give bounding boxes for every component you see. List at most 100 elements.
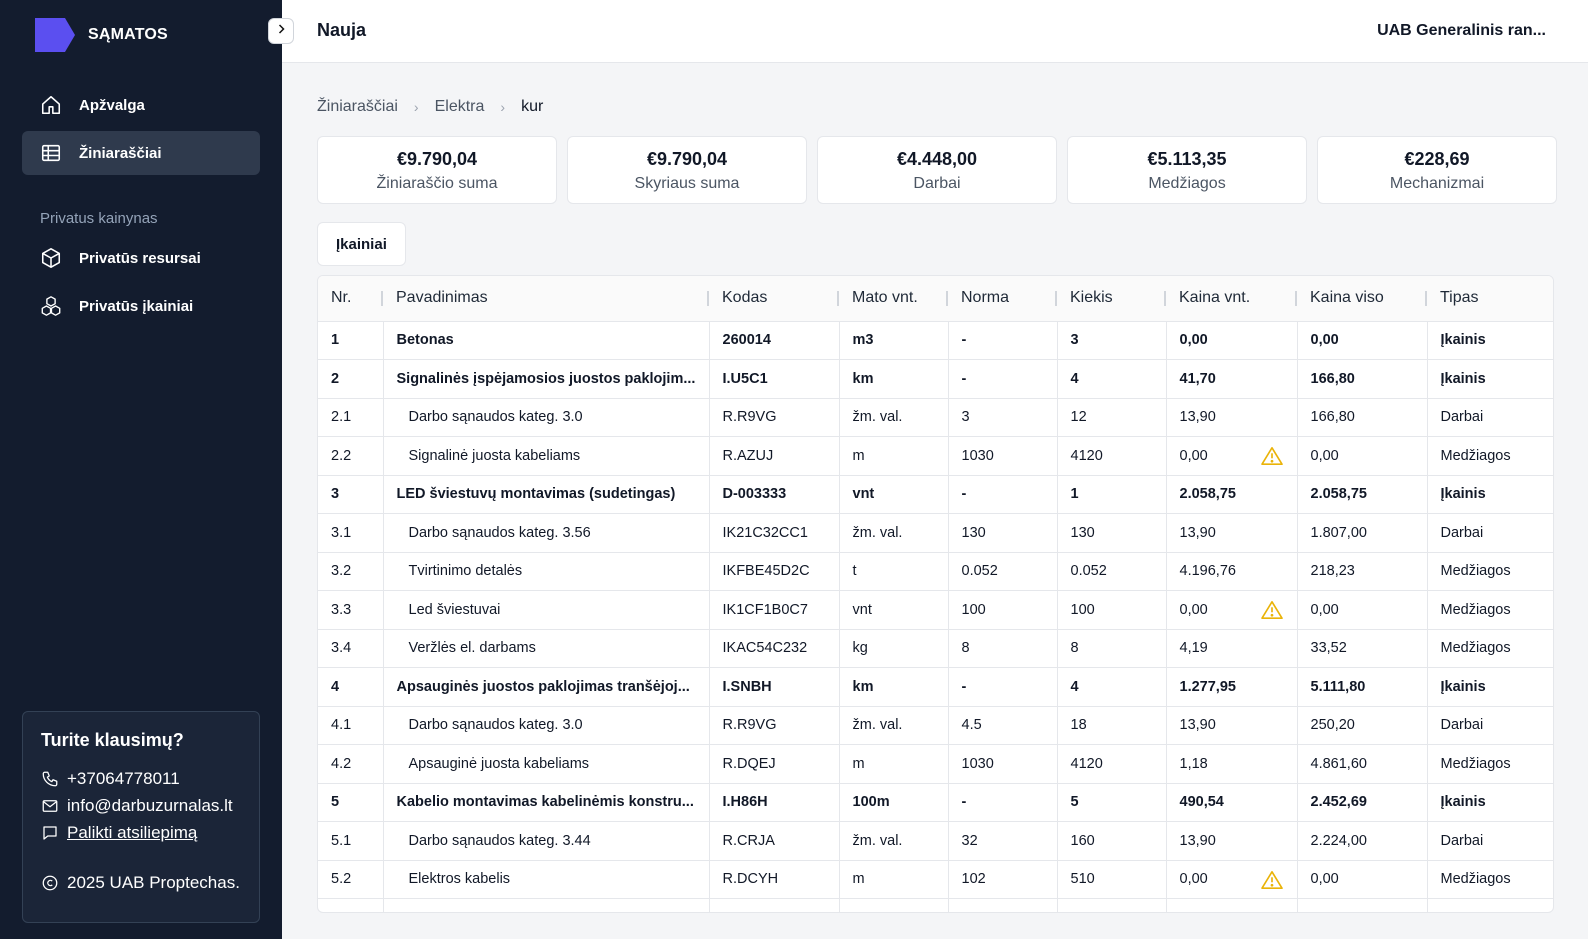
- row-unit-price: 4.196,76: [1166, 552, 1298, 591]
- column-header[interactable]: Kaina viso: [1297, 276, 1427, 322]
- cell-value: 218,23: [1310, 563, 1355, 580]
- cell-value: 13,90: [1179, 524, 1216, 541]
- column-resize-handle[interactable]: [1055, 291, 1057, 306]
- row-name: Darbo sąnaudos kateg. 3.44: [383, 821, 710, 861]
- app-logo[interactable]: SĄMATOS: [35, 18, 168, 52]
- column-resize-handle[interactable]: [381, 291, 383, 306]
- tab-rates[interactable]: Įkainiai: [317, 222, 406, 266]
- organization-selector[interactable]: UAB Generalinis ran...: [1377, 22, 1546, 39]
- table-row[interactable]: 1 Betonas 260014 m3 - 3 0,00 0,00 Įkainis: [318, 321, 1553, 360]
- cell-value: Signalinės įspėjamosios juostos paklojim…: [396, 370, 696, 387]
- cell-value: R.CRJA: [722, 832, 775, 849]
- column-header[interactable]: Mato vnt.: [839, 276, 948, 322]
- column-header[interactable]: Kodas: [709, 276, 839, 322]
- help-email[interactable]: info@darbuzurnalas.lt: [41, 796, 241, 816]
- table-row[interactable]: 2.2 Signalinė juosta kabeliams R.AZUJ m 1030…: [318, 436, 1553, 476]
- table-row[interactable]: 4.1 Darbo sąnaudos kateg. 3.0 R.R9VG žm. va…: [318, 706, 1553, 745]
- cell-value: m: [852, 447, 865, 464]
- cell-value: kg: [852, 640, 868, 657]
- stat-label: Skyriaus suma: [634, 175, 740, 192]
- cell-value: 41,70: [1179, 370, 1216, 387]
- sidebar-item-overview[interactable]: Apžvalga: [22, 83, 260, 127]
- breadcrumb-item[interactable]: Elektra: [434, 98, 485, 115]
- cell-value: Apsauginė juosta kabeliams: [408, 755, 590, 772]
- table-row[interactable]: 3.3 Led šviestuvai IK1CF1B0C7 vnt 100 100 0,00…: [318, 590, 1553, 630]
- home-icon: [39, 93, 63, 117]
- row-type: Įkainis: [1427, 359, 1553, 399]
- cell-value: Įkainis: [1440, 332, 1486, 349]
- row-norm: 0.052: [948, 552, 1058, 591]
- cell-value: 5: [331, 794, 340, 811]
- table-row[interactable]: 3.2 Tvirtinimo detalės IKFBE45D2C t 0.052 0.0…: [318, 552, 1553, 591]
- column-resize-handle[interactable]: [946, 291, 948, 306]
- cell-value: 130: [961, 524, 986, 541]
- table-row[interactable]: 4.2 Apsauginė juosta kabeliams R.DQEJ m 1030…: [318, 744, 1553, 784]
- table-row[interactable]: 3 LED šviestuvų montavimas (sudetingas) D-…: [318, 475, 1553, 514]
- breadcrumb-item[interactable]: Žiniaraščiai: [317, 98, 398, 115]
- row-quantity: 510: [1057, 860, 1167, 899]
- table-row[interactable]: 4 Apsauginės juostos paklojimas tranšėjoj…: [318, 667, 1553, 707]
- sidebar-collapse-button[interactable]: [268, 18, 294, 44]
- table-row[interactable]: [318, 898, 1553, 912]
- column-header[interactable]: Norma: [948, 276, 1057, 322]
- empty-cell: [1057, 898, 1167, 912]
- cell-value: 3.1: [331, 524, 352, 541]
- table-row[interactable]: 5.2 Elektros kabelis R.DCYH m 102 510 0,00 0,00…: [318, 860, 1553, 899]
- cell-value: 0,00: [1179, 447, 1208, 464]
- column-resize-handle[interactable]: [1295, 291, 1297, 306]
- column-resize-handle[interactable]: [1425, 291, 1427, 306]
- page-title: Nauja: [317, 20, 367, 40]
- row-quantity: 4120: [1057, 436, 1167, 476]
- cell-value: 490,54: [1179, 794, 1224, 811]
- table-row[interactable]: 2.1 Darbo sąnaudos kateg. 3.0 R.R9VG žm. va…: [318, 398, 1553, 437]
- cell-value: I.H86H: [722, 794, 768, 811]
- row-name: Veržlės el. darbams: [383, 629, 710, 668]
- sidebar-item-private-rates[interactable]: Privatūs įkainiai: [22, 284, 260, 328]
- row-unit-price: 13,90: [1166, 513, 1298, 553]
- table-row[interactable]: 3.4 Veržlės el. darbams IKAC54C232 kg 8 8 4,19…: [318, 629, 1553, 668]
- cell-value: -: [961, 332, 967, 349]
- cell-value: 3: [331, 486, 340, 503]
- column-header[interactable]: Tipas: [1427, 276, 1553, 322]
- warning-icon[interactable]: [1260, 600, 1283, 620]
- row-unit: kg: [839, 629, 949, 668]
- cell-value: 13,90: [1179, 409, 1216, 426]
- warning-icon[interactable]: [1260, 870, 1283, 890]
- column-header[interactable]: Pavadinimas: [383, 276, 709, 322]
- row-quantity: 8: [1057, 629, 1167, 668]
- row-norm: -: [948, 359, 1058, 399]
- cell-value: Tvirtinimo detalės: [408, 563, 523, 580]
- table-row[interactable]: 5 Kabelio montavimas kabelinėmis konstru.…: [318, 783, 1553, 822]
- column-resize-handle[interactable]: [707, 291, 709, 306]
- column-header[interactable]: Kiekis: [1057, 276, 1166, 322]
- row-quantity: 0.052: [1057, 552, 1167, 591]
- sidebar-item-journals[interactable]: Žiniaraščiai: [22, 131, 260, 175]
- cell-value: 4.2: [331, 755, 352, 772]
- table-row[interactable]: 2 Signalinės įspėjamosios juostos pakloji…: [318, 359, 1553, 399]
- row-name: Apsauginė juosta kabeliams: [383, 744, 710, 784]
- cell-value: Įkainis: [1440, 370, 1486, 387]
- row-total-price: 0,00: [1297, 860, 1428, 899]
- cell-value: 260014: [722, 332, 771, 349]
- row-norm: 4.5: [948, 706, 1058, 745]
- cell-value: 1,18: [1179, 755, 1208, 772]
- cell-value: Darbo sąnaudos kateg. 3.0: [408, 717, 583, 734]
- row-code: R.DCYH: [709, 860, 840, 899]
- feedback-link[interactable]: Palikti atsiliepimą: [41, 823, 241, 843]
- column-header[interactable]: Nr.: [318, 276, 383, 322]
- cell-value: 0,00: [1310, 332, 1339, 349]
- table-row[interactable]: 3.1 Darbo sąnaudos kateg. 3.56 IK21C32CC1 ž…: [318, 513, 1553, 553]
- column-header[interactable]: Kaina vnt.: [1166, 276, 1297, 322]
- column-resize-handle[interactable]: [837, 291, 839, 306]
- help-phone[interactable]: +37064778011: [41, 769, 241, 789]
- cell-value: -: [961, 678, 967, 695]
- warning-icon[interactable]: [1260, 446, 1283, 466]
- cell-value: 0,00: [1310, 447, 1339, 464]
- row-unit: m: [839, 436, 949, 476]
- row-quantity: 5: [1057, 783, 1167, 822]
- sidebar-item-private-resources[interactable]: Privatūs resursai: [22, 236, 260, 280]
- stat-value: €9.790,04: [396, 149, 478, 169]
- table-row[interactable]: 5.1 Darbo sąnaudos kateg. 3.44 R.CRJA žm. v…: [318, 821, 1553, 861]
- column-resize-handle[interactable]: [1164, 291, 1166, 306]
- cell-value: 4.5: [961, 717, 982, 734]
